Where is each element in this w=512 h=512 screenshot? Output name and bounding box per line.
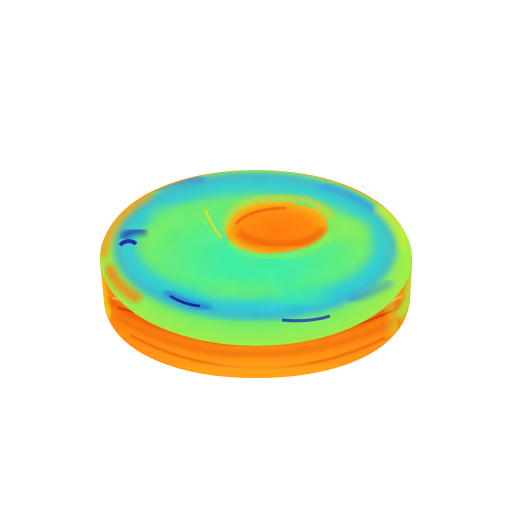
torus-top-face — [100, 170, 412, 346]
